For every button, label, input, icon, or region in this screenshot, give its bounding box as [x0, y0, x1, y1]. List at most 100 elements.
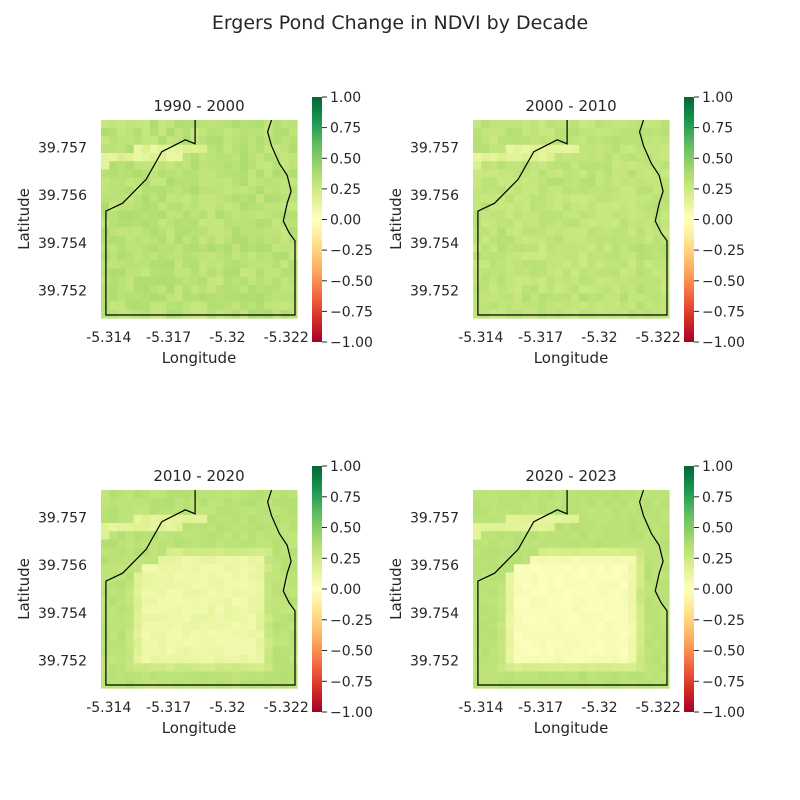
heatmap-cell — [571, 186, 580, 195]
heatmap-cell — [652, 671, 662, 681]
heatmap-cell — [133, 186, 143, 195]
heatmap-cell — [215, 671, 225, 681]
heatmap-cell — [231, 210, 241, 220]
heatmap-cell — [481, 268, 490, 278]
heatmap-cell — [158, 514, 167, 524]
heatmap-cell — [513, 597, 523, 607]
heatmap-cell — [150, 622, 159, 631]
heatmap-cell — [636, 309, 646, 319]
heatmap-cell — [199, 547, 208, 557]
heatmap-cell — [231, 663, 241, 673]
heatmap-cell — [150, 243, 159, 253]
heatmap-cell — [248, 597, 257, 607]
heatmap-cell — [644, 177, 654, 187]
heatmap-cell — [538, 547, 548, 557]
heatmap-cell — [256, 498, 265, 508]
heatmap-cell — [207, 655, 216, 664]
heatmap-cell — [223, 514, 233, 524]
x-tick-label: -5.317 — [518, 330, 563, 346]
heatmap-cell — [603, 210, 613, 220]
heatmap-cell — [150, 210, 159, 220]
heatmap-cell — [587, 177, 597, 187]
heatmap-cell — [505, 514, 515, 524]
heatmap-cell — [215, 663, 225, 673]
heatmap-cell — [579, 622, 588, 631]
heatmap-cell — [571, 622, 580, 631]
heatmap-cell — [223, 556, 233, 565]
heatmap-cell — [272, 589, 282, 598]
heatmap-cell — [652, 268, 662, 278]
heatmap-cell — [133, 235, 143, 245]
heatmap-cell — [166, 523, 176, 532]
heatmap-cell — [231, 169, 241, 179]
heatmap-cell — [117, 136, 127, 146]
heatmap-cell — [652, 144, 662, 154]
heatmap-cell — [530, 153, 539, 162]
heatmap-cell — [264, 260, 274, 270]
heatmap-cell — [109, 186, 118, 195]
heatmap-cell — [603, 235, 613, 245]
heatmap-cell — [117, 301, 127, 311]
heatmap-cell — [125, 613, 135, 623]
heatmap-cell — [579, 243, 588, 253]
heatmap-cell — [190, 539, 200, 549]
heatmap-cell — [141, 490, 151, 499]
heatmap-cell — [125, 597, 135, 607]
heatmap-cell — [554, 655, 564, 664]
heatmap-cell — [288, 219, 298, 228]
heatmap-cell — [579, 547, 588, 557]
colorbar-tick-label: 1.00 — [702, 90, 733, 106]
heatmap-cell — [264, 514, 274, 524]
heatmap-cell — [117, 260, 127, 270]
heatmap-cell — [182, 144, 192, 154]
heatmap-cell — [272, 177, 282, 187]
heatmap-cell — [628, 613, 637, 623]
heatmap-cell — [207, 153, 216, 162]
heatmap-cell — [125, 128, 135, 138]
heatmap-cell — [611, 638, 621, 648]
heatmap-cell — [207, 243, 216, 253]
heatmap-cell — [489, 638, 499, 648]
heatmap-cell — [554, 202, 564, 212]
heatmap-cell — [109, 622, 118, 631]
heatmap-cell — [644, 136, 654, 146]
heatmap-cell — [562, 514, 572, 524]
heatmap-cell — [571, 605, 580, 615]
heatmap-cell — [199, 531, 208, 541]
heatmap-cell — [652, 531, 662, 541]
heatmap-cell — [231, 128, 241, 138]
heatmap-cell — [239, 597, 249, 607]
heatmap-cell — [117, 613, 127, 623]
heatmap-cell — [199, 161, 208, 171]
heatmap-cell — [603, 605, 613, 615]
heatmap-cell — [620, 235, 629, 245]
heatmap-cell — [587, 260, 597, 270]
heatmap-cell — [190, 580, 200, 590]
heatmap-cell — [579, 186, 588, 195]
heatmap-cell — [538, 276, 548, 286]
colorbar-tick-label: 0.50 — [702, 521, 733, 537]
heatmap-cell — [248, 194, 257, 204]
heatmap-cell — [595, 120, 605, 129]
heatmap-cell — [207, 564, 216, 574]
heatmap-cell — [562, 597, 572, 607]
heatmap-cell — [125, 572, 135, 582]
heatmap-cell — [223, 235, 233, 245]
heatmap-cell — [497, 547, 507, 557]
heatmap-cell — [611, 202, 621, 212]
heatmap-cell — [256, 622, 265, 631]
heatmap-cell — [538, 235, 548, 245]
heatmap-cell — [660, 547, 670, 557]
colorbar — [312, 466, 322, 712]
heatmap-cell — [117, 177, 127, 187]
heatmap-cell — [636, 547, 646, 557]
heatmap-cell — [133, 671, 143, 681]
heatmap-cell — [513, 523, 523, 532]
heatmap-cell — [636, 646, 646, 656]
heatmap-cell — [174, 506, 184, 516]
heatmap-cell — [636, 572, 646, 582]
heatmap-cell — [636, 506, 646, 516]
heatmap-cell — [530, 589, 539, 598]
heatmap-cell — [473, 523, 482, 532]
heatmap-cell — [133, 120, 143, 129]
